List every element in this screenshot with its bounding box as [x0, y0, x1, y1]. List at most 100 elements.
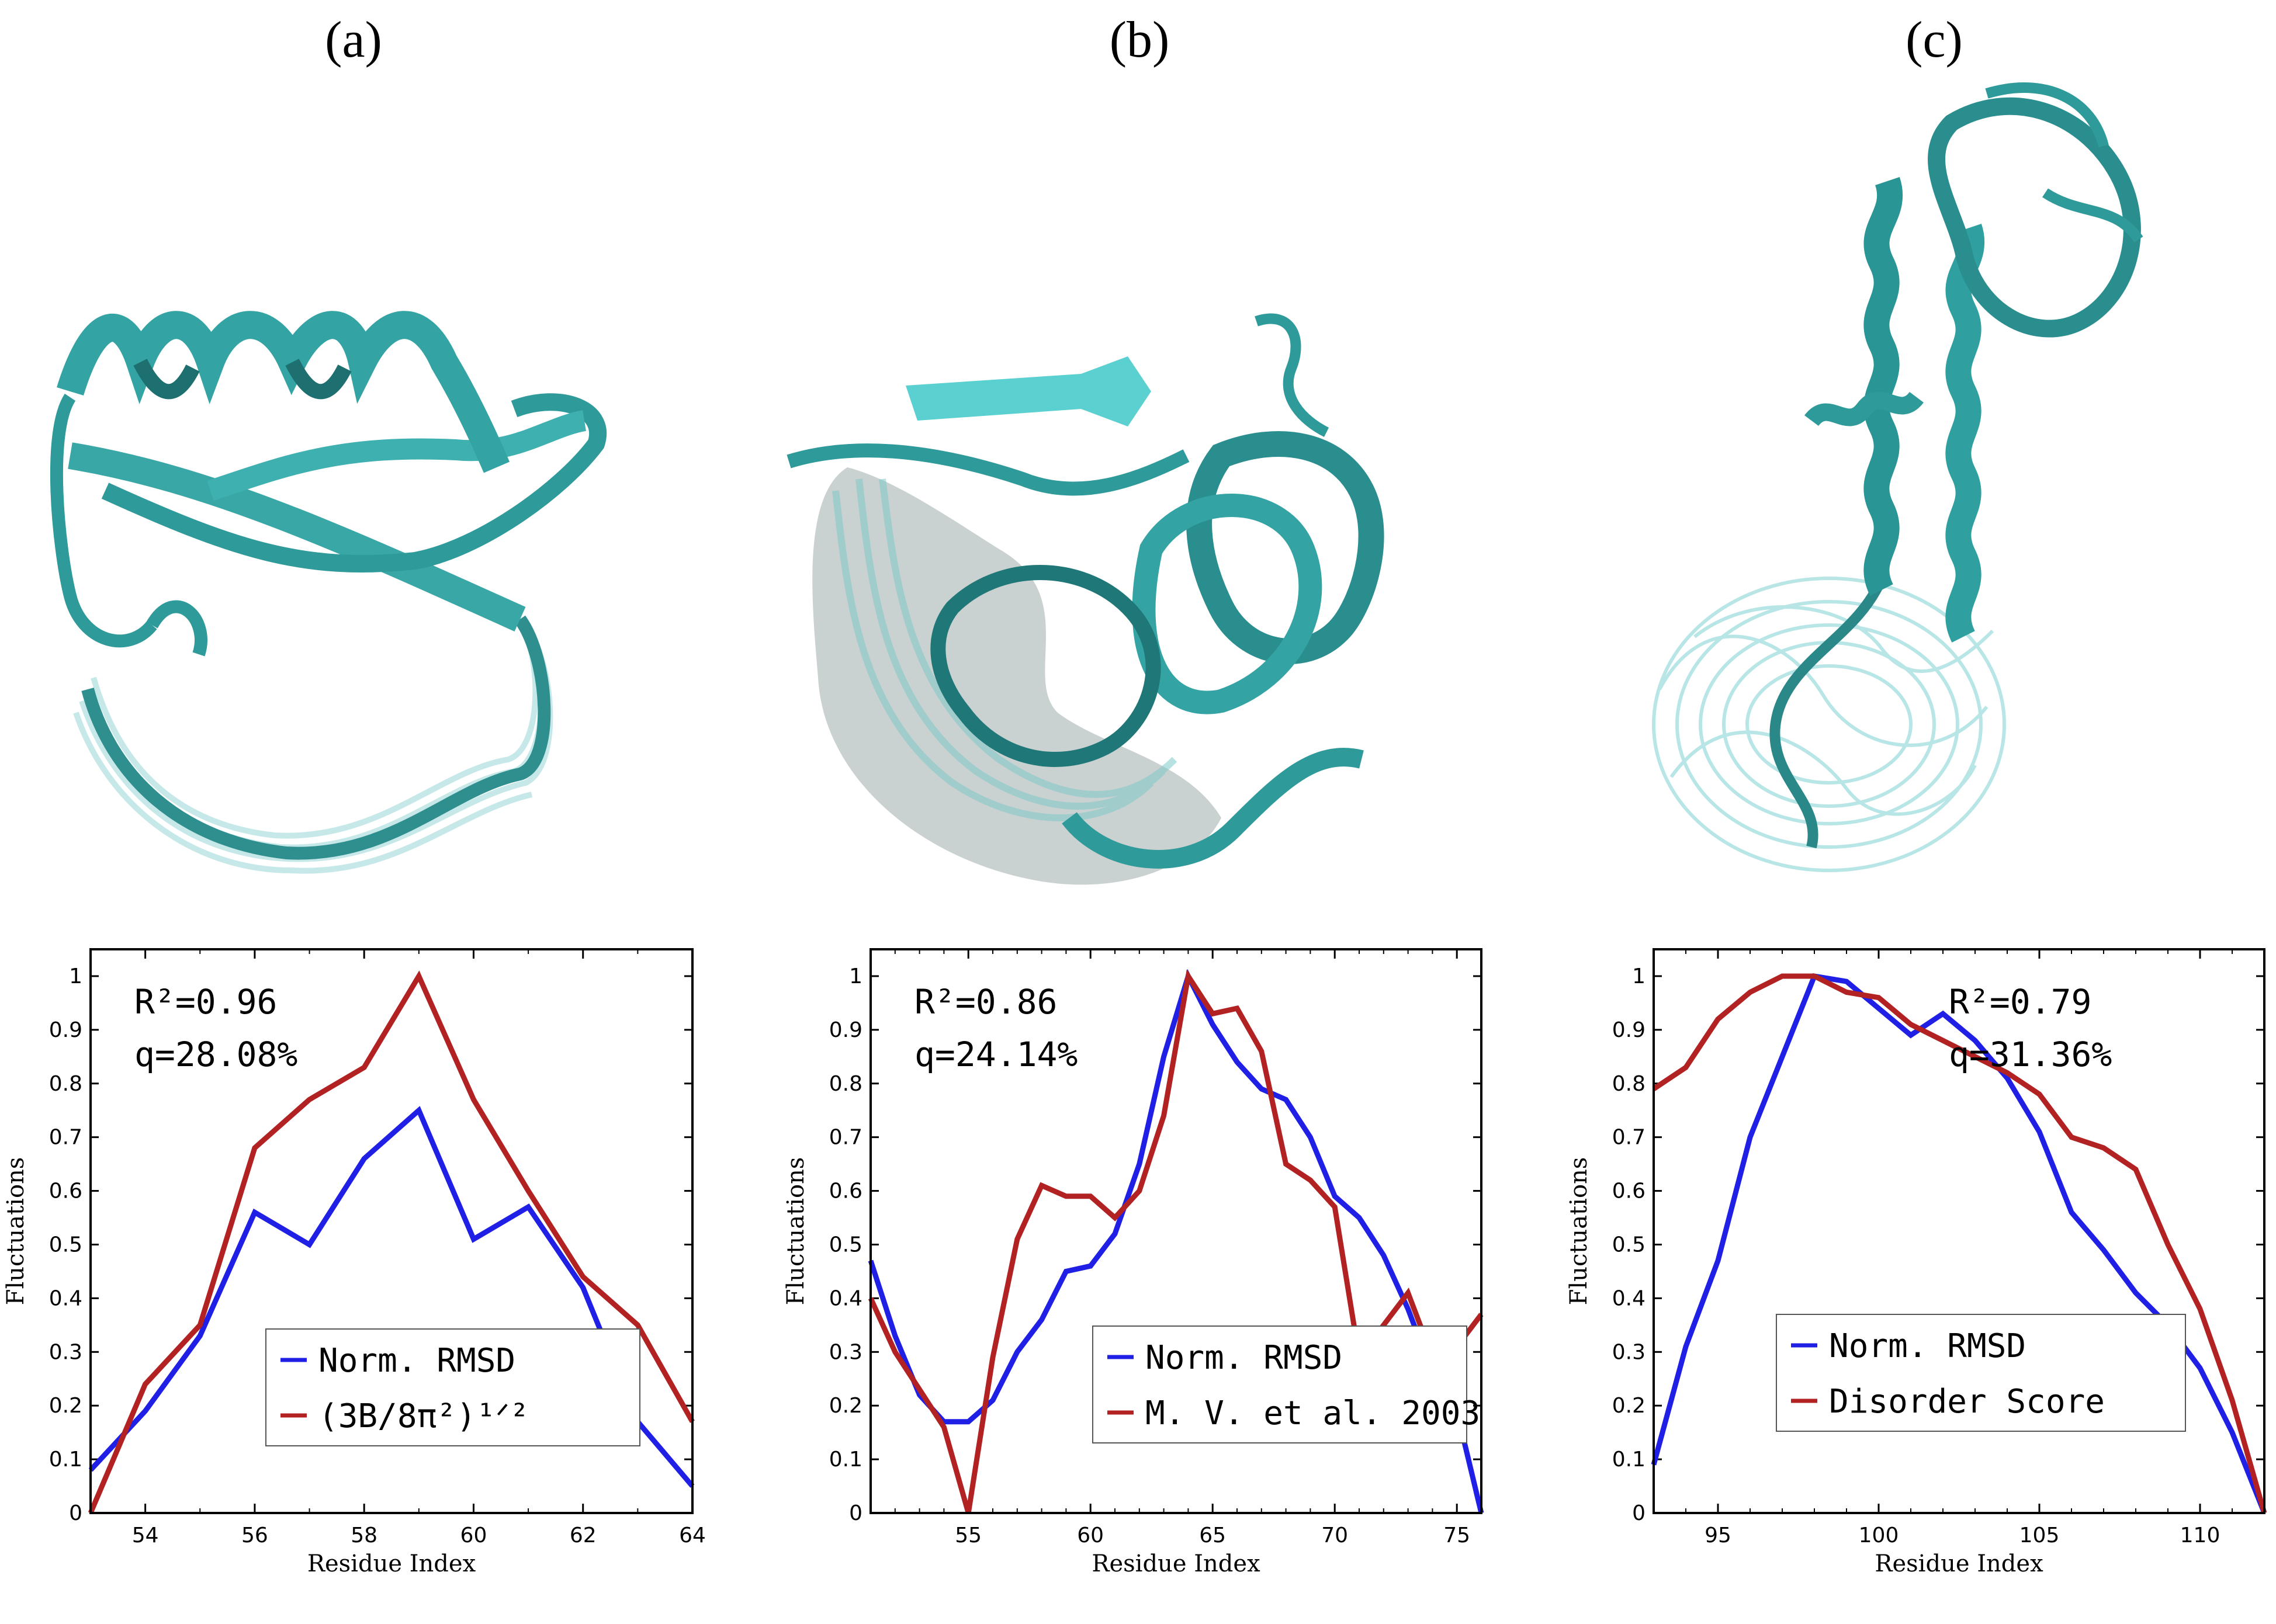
legend-label: Disorder Score — [1829, 1383, 2105, 1421]
r-squared-annotation: R²=0.79 — [1949, 982, 2091, 1022]
helix — [57, 311, 510, 473]
chart-c: 0 0.1 0.2 0.3 0.4 0.5 0.6 0.7 0.8 0.9 1 95 100 105 110… — [1563, 917, 2276, 1622]
y-tick-label: 0.8 — [49, 1072, 82, 1096]
beta-sheet — [930, 565, 1161, 767]
series-line-red — [1652, 973, 2267, 1514]
y-tick-label: 0.4 — [1612, 1286, 1645, 1310]
y-tick-label: 0 — [849, 1501, 862, 1525]
y-axis-title: Fluctuations — [2, 1157, 29, 1306]
protein-structure-c — [1652, 82, 2143, 872]
disordered-tail-ensemble — [1652, 577, 2006, 872]
y-tick-label: 0.4 — [49, 1286, 82, 1310]
legend-label: Norm. RMSD — [318, 1342, 515, 1380]
x-tick-label: 65 — [1199, 1524, 1226, 1547]
y-axis-title: Fluctuations — [1565, 1157, 1592, 1306]
x-tick-label: 62 — [570, 1524, 597, 1547]
loop-backbone — [81, 615, 551, 860]
plot-frame — [1653, 948, 2265, 1514]
r-squared-annotation: R²=0.96 — [134, 982, 277, 1022]
y-tick-label: 0.6 — [49, 1179, 82, 1203]
flexible-region-ensemble — [812, 467, 1221, 885]
helix-domain — [1186, 431, 1384, 664]
protein-structure-a — [50, 311, 607, 874]
x-tick-label: 54 — [132, 1524, 159, 1547]
x-tick-label: 64 — [679, 1524, 706, 1547]
y-tick-label: 0.9 — [1612, 1018, 1645, 1042]
long-helix — [1945, 224, 1985, 643]
protein-structure-b — [787, 313, 1384, 885]
panel-label-c: (c) — [1906, 12, 1963, 68]
legend-label: (3B/8π²)¹ᐟ² — [318, 1397, 529, 1435]
globular-domain — [1928, 97, 2141, 338]
chart-c-svg: 0 0.1 0.2 0.3 0.4 0.5 0.6 0.7 0.8 0.9 1 95 100 105 110… — [1565, 948, 2267, 1577]
y-tick-label: 0.3 — [49, 1340, 82, 1364]
long-helix — [1863, 177, 1903, 596]
y-tick-label: 0.5 — [1612, 1233, 1645, 1257]
y-tick-label: 0.4 — [829, 1286, 862, 1310]
y-axis-title: Fluctuations — [782, 1157, 809, 1306]
panel-label-b: (b) — [1109, 12, 1170, 68]
y-tick-label: 0.2 — [49, 1394, 82, 1418]
series-line-red — [88, 970, 695, 1514]
x-tick-label: 55 — [955, 1524, 982, 1547]
y-tick-label: 0.5 — [49, 1233, 82, 1257]
plot-frame — [869, 948, 1482, 1514]
y-tick-label: 0.9 — [49, 1018, 82, 1042]
chart-b-svg: 0 0.1 0.2 0.3 0.4 0.5 0.6 0.7 0.8 0.9 1 55 60 65 70 75 R… — [782, 948, 1484, 1577]
y-tick-label: 0.1 — [1612, 1448, 1645, 1472]
panel-label-a: (a) — [325, 12, 382, 68]
q-annotation: q=28.08% — [134, 1035, 297, 1074]
x-axis-title: Residue Index — [1092, 1550, 1260, 1577]
coil — [1062, 748, 1364, 869]
y-tick-label: 0.8 — [1612, 1072, 1645, 1096]
x-tick-label: 105 — [2019, 1524, 2060, 1547]
y-tick-label: 0.2 — [829, 1394, 862, 1418]
ensemble-strands — [832, 478, 1177, 821]
x-tick-label: 60 — [460, 1524, 487, 1547]
x-tick-label: 75 — [1443, 1524, 1470, 1547]
chart-a-svg: 0 0.1 0.2 0.3 0.4 0.5 0.6 0.7 0.8 0.9 1 54 56 58 60 62 6… — [2, 948, 706, 1577]
y-tick-label: 0.1 — [829, 1448, 862, 1472]
y-tick-label: 0.6 — [829, 1179, 862, 1203]
x-tick-label: 70 — [1321, 1524, 1348, 1547]
chart-b: 0 0.1 0.2 0.3 0.4 0.5 0.6 0.7 0.8 0.9 1 55 60 65 70 75 R… — [780, 917, 1499, 1622]
y-tick-label: 1 — [69, 964, 82, 988]
y-tick-label: 1 — [1632, 964, 1645, 988]
y-tick-label: 0.7 — [829, 1126, 862, 1150]
short-helix — [1804, 391, 1924, 427]
x-tick-label: 100 — [1859, 1524, 1899, 1547]
flexible-loop-ensemble — [73, 611, 553, 874]
y-tick-label: 0.2 — [1612, 1394, 1645, 1418]
x-tick-label: 56 — [241, 1524, 268, 1547]
y-tick-label: 0.3 — [829, 1340, 862, 1364]
plot-frame — [89, 948, 694, 1514]
y-tick-label: 0.9 — [829, 1018, 862, 1042]
legend: Norm. RMSD Disorder Score — [1776, 1314, 2186, 1432]
q-annotation: q=24.14% — [914, 1035, 1078, 1074]
beta-strand — [68, 442, 526, 631]
legend-box — [265, 1328, 640, 1446]
coil — [787, 443, 1190, 496]
beta-arrow — [906, 356, 1151, 426]
y-tick-label: 0.7 — [1612, 1126, 1645, 1150]
series-line-blue — [868, 969, 1484, 1514]
x-tick-label: 110 — [2180, 1524, 2220, 1547]
x-tick-label: 60 — [1077, 1524, 1104, 1547]
y-tick-label: 0.6 — [1612, 1179, 1645, 1203]
y-tick-label: 0.7 — [49, 1126, 82, 1150]
chart-a: 0 0.1 0.2 0.3 0.4 0.5 0.6 0.7 0.8 0.9 1 54 56 58 60 62 6… — [0, 917, 719, 1622]
legend: Norm. RMSD (3B/8π²)¹ᐟ² — [265, 1328, 640, 1446]
disordered-tail — [1769, 576, 1887, 849]
coil — [1985, 82, 2143, 243]
y-tick-label: 0 — [1632, 1501, 1645, 1525]
q-annotation: q=31.36% — [1949, 1035, 2112, 1074]
legend: Norm. RMSD M. V. et al. 2003 — [1092, 1325, 1480, 1443]
x-tick-label: 58 — [351, 1524, 377, 1547]
x-axis-title: Residue Index — [1875, 1550, 2043, 1577]
x-tick-label: 95 — [1705, 1524, 1731, 1547]
legend-label: M. V. et al. 2003 — [1145, 1394, 1480, 1432]
legend-label: Norm. RMSD — [1145, 1339, 1342, 1377]
beta-strand — [207, 410, 587, 501]
y-tick-label: 0 — [69, 1501, 82, 1525]
legend-label: Norm. RMSD — [1829, 1327, 2026, 1365]
